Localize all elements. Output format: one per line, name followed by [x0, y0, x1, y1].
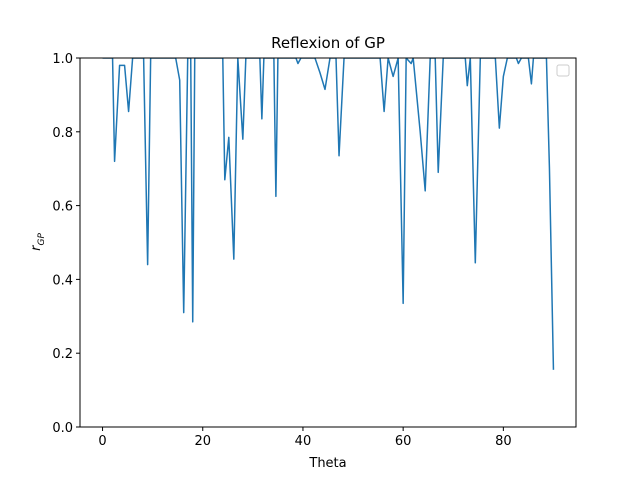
y-label-sub: GP [37, 233, 47, 246]
y-tick-label: 0.4 [52, 273, 73, 288]
x-tick-label: 60 [395, 434, 412, 449]
axes-frame [79, 57, 577, 428]
y-tick-label: 1.0 [52, 52, 73, 67]
plot-area [102, 58, 555, 370]
x-tick-label: 20 [194, 434, 211, 449]
y-label-base: r [29, 244, 44, 251]
y-tick-label: 0.6 [52, 200, 73, 215]
y-tick-label: 0.2 [52, 347, 73, 362]
legend-box [556, 64, 570, 77]
x-tick-label: 0 [98, 434, 106, 449]
x-axis-label: Theta [308, 456, 346, 471]
x-tick-label: 40 [295, 434, 312, 449]
y-axis-label: rGP [29, 233, 47, 251]
data-line [102, 58, 555, 370]
chart-title: Reflexion of GP [271, 34, 385, 52]
y-tick-label: 0.8 [52, 126, 73, 141]
x-tick-label: 80 [495, 434, 512, 449]
y-tick-label: 0.0 [52, 421, 73, 436]
